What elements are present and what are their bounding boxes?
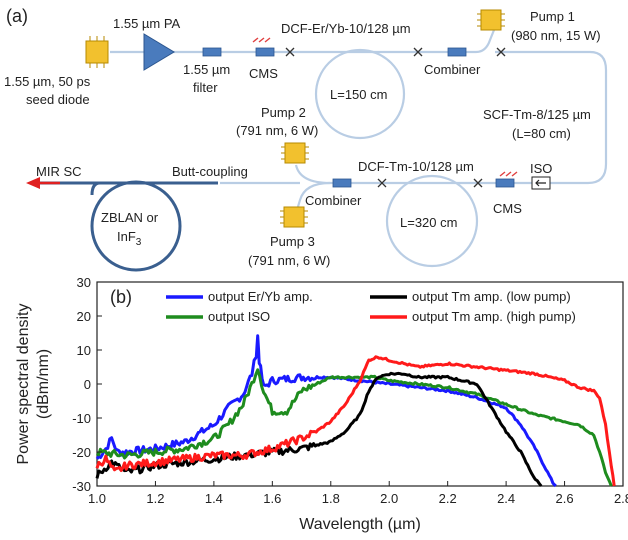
loop1-label: L=150 cm <box>330 87 387 102</box>
pump1-label-2: (980 nm, 15 W) <box>511 28 601 43</box>
pump2-label-2: (791 nm, 6 W) <box>236 123 318 138</box>
isolator-arrow-icon <box>535 179 546 187</box>
loop2-label: L=320 cm <box>400 215 457 230</box>
x-tick-label: 1.6 <box>263 491 281 506</box>
x-tick-label: 2.6 <box>556 491 574 506</box>
zblan-label-main: InF <box>117 229 136 244</box>
scf-fiber <box>495 50 608 185</box>
pump2-label-1: Pump 2 <box>261 105 306 120</box>
iso-label: ISO <box>530 161 552 176</box>
tm-loop <box>385 174 479 268</box>
x-axis-label: Wavelength (µm) <box>299 516 421 533</box>
pump2-diode-icon <box>281 142 309 164</box>
x-tick-label: 2.8 <box>614 491 628 506</box>
pump1-label-1: Pump 1 <box>530 9 575 24</box>
y-tick-label: 30 <box>77 275 91 290</box>
zblan-label-sub: 3 <box>136 237 142 248</box>
combiner-bottom-label: Combiner <box>305 193 362 208</box>
cms-label-2: CMS <box>493 201 522 216</box>
legend-label-tm-low: output Tm amp. (low pump) <box>412 289 571 304</box>
y-axis-ticks: 30 20 10 0 -10 -20 -30 <box>72 275 102 494</box>
x-tick-label: 1.4 <box>205 491 223 506</box>
x-tick-label: 1.8 <box>322 491 340 506</box>
combiner-top-label: Combiner <box>424 62 481 77</box>
seed-label-2: seed diode <box>26 92 90 107</box>
spectrum-chart: (b) output Er/Yb amp. output Tm amp. (lo… <box>15 275 628 533</box>
pa-label: 1.55 µm PA <box>113 16 181 31</box>
y-tick-label: 0 <box>84 377 91 392</box>
zblan-label-1: ZBLAN or <box>101 210 159 225</box>
series-layer <box>95 334 616 488</box>
y-axis-label-line1: Power spectral density <box>15 304 32 465</box>
pump3-diode-icon <box>280 206 308 228</box>
cms-arrows-icon <box>252 37 271 43</box>
combiner-bottom-component <box>332 178 352 188</box>
dcf-eryb-label: DCF-Er/Yb-10/128 µm <box>281 21 411 36</box>
scf-label-1: SCF-Tm-8/125 µm <box>483 107 591 122</box>
zblan-label-2: InF3 <box>117 229 142 248</box>
seed-diode-icon <box>85 36 109 68</box>
y-tick-label: -20 <box>72 445 91 460</box>
dcf-tm-label: DCF-Tm-10/128 µm <box>358 159 474 174</box>
filter-label-2: filter <box>193 80 218 95</box>
legend-label-tm-high: output Tm amp. (high pump) <box>412 309 576 324</box>
legend-label-iso: output ISO <box>208 309 270 324</box>
seed-label-1: 1.55 µm, 50 ps <box>4 74 91 89</box>
zblan-loop <box>90 180 182 272</box>
x-tick-label: 1.0 <box>88 491 106 506</box>
butt-coupling-label: Butt-coupling <box>172 164 248 179</box>
y-axis-label-line2: (dBm/nm) <box>35 349 52 419</box>
pump3-label-1: Pump 3 <box>270 234 315 249</box>
pump1-diode-icon <box>477 9 505 31</box>
pump3-label-2: (791 nm, 6 W) <box>248 253 330 268</box>
y-tick-label: 20 <box>77 309 91 324</box>
splice-marks-top <box>285 47 506 57</box>
series-line-2 <box>96 368 613 487</box>
x-tick-label: 2.0 <box>380 491 398 506</box>
schematic-panel: (a) 1.55 µm, 50 ps seed diode 1.55 µm PA… <box>4 6 608 272</box>
x-tick-label: 1.2 <box>146 491 164 506</box>
output-arrow-icon <box>26 177 40 189</box>
cms-bottom-component <box>495 178 515 188</box>
panel-b-label: (b) <box>110 287 132 307</box>
splice-marks-bottom <box>377 178 483 188</box>
x-axis-ticks: 1.0 1.2 1.4 1.6 1.8 2.0 2.2 2.4 2.6 2.8 <box>88 481 628 506</box>
panel-a-label: (a) <box>6 6 28 26</box>
cms-component <box>255 47 275 57</box>
legend: output Er/Yb amp. output Tm amp. (low pu… <box>166 289 576 324</box>
y-axis-label: Power spectral density (dBm/nm) <box>15 304 52 465</box>
mir-sc-label: MIR SC <box>36 164 82 179</box>
cms-bottom-arrows-icon <box>499 171 518 177</box>
combiner-top-component <box>447 47 467 57</box>
er-yb-loop <box>314 48 406 140</box>
y-tick-label: -30 <box>72 479 91 494</box>
y-tick-label: -10 <box>72 411 91 426</box>
scf-label-2: (L=80 cm) <box>512 126 571 141</box>
cms-label-1: CMS <box>249 66 278 81</box>
legend-label-eryb: output Er/Yb amp. <box>208 289 313 304</box>
pump3-fiber <box>295 181 331 211</box>
x-tick-label: 2.2 <box>439 491 457 506</box>
x-tick-label: 2.4 <box>497 491 515 506</box>
filter-label-1: 1.55 µm <box>183 62 230 77</box>
y-tick-label: 10 <box>77 343 91 358</box>
amplifier-triangle-icon <box>143 33 175 71</box>
series-line-4 <box>95 355 616 487</box>
filter-component <box>202 47 222 57</box>
